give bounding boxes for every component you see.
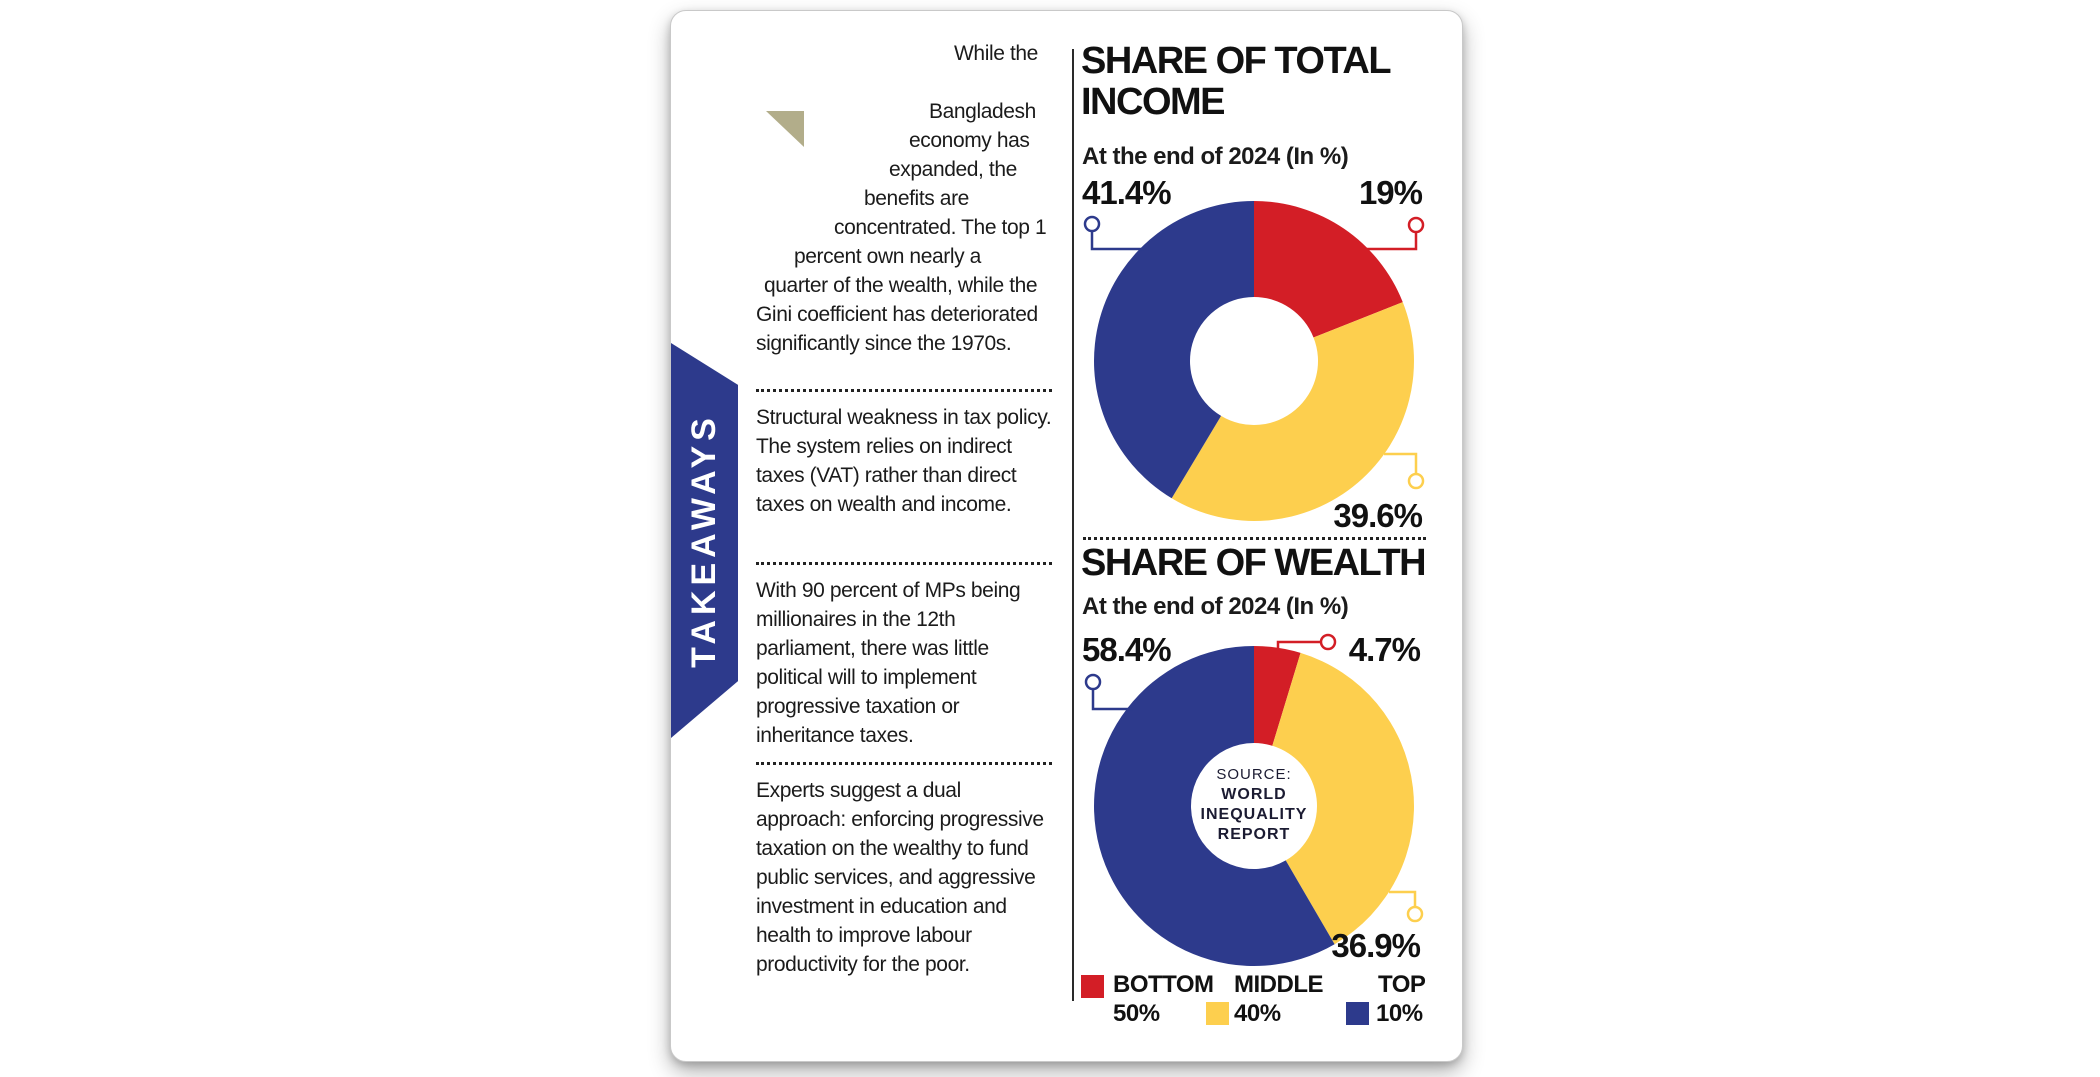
takeaway-paragraph-3: With 90 percent of MPs being millionaire…	[756, 576, 1052, 750]
takeaway-text-4: Experts suggest a dual approach: enforci…	[756, 779, 1044, 976]
takeaway-text-1: While the Bangladesh economy has expande…	[756, 42, 1047, 355]
column-divider	[1072, 49, 1074, 1001]
source-attribution: SOURCE: WORLD INEQUALITY REPORT	[1194, 765, 1314, 845]
legend-pct-top: 10%	[1376, 1000, 1423, 1027]
takeaway-paragraph-2: Structural weakness in tax policy. The s…	[756, 403, 1052, 519]
infographic-card: TAKEAWAYS While the Bangladesh economy h…	[670, 10, 1463, 1062]
wealth-chart-subtitle: At the end of 2024 (In %)	[1082, 593, 1349, 620]
income-chart-title: SHARE OF TOTAL INCOME	[1081, 40, 1391, 123]
wealth-label-bottom50: 4.7%	[1348, 631, 1421, 668]
callout-dot-wealth-top10	[1084, 673, 1102, 691]
takeaways-banner-label: TAKEAWAYS	[685, 413, 723, 668]
takeaway-paragraph-4: Experts suggest a dual approach: enforci…	[756, 776, 1052, 979]
source-line: REPORT	[1217, 826, 1291, 843]
legend-swatch-top10	[1346, 1002, 1369, 1025]
wrap-spacer	[756, 271, 764, 300]
wealth-label-top10: 58.4%	[1082, 631, 1172, 668]
callout-dot-income-middle40	[1407, 472, 1425, 490]
donut-income	[1094, 201, 1414, 521]
legend-swatch-middle40	[1206, 1002, 1229, 1025]
source-line: WORLD	[1221, 786, 1287, 803]
legend-pct-middle: 40%	[1234, 1000, 1281, 1027]
income-chart-subtitle: At the end of 2024 (In %)	[1082, 143, 1349, 170]
takeaway-text-2: Structural weakness in tax policy. The s…	[756, 406, 1052, 516]
source-prefix: SOURCE:	[1216, 766, 1292, 783]
wrap-spacer	[756, 184, 864, 213]
callout-dot-wealth-middle40	[1406, 905, 1424, 923]
wrap-spacer	[756, 155, 889, 184]
takeaways-banner: TAKEAWAYS	[671, 343, 738, 738]
legend-swatch-bottom50	[1081, 975, 1104, 998]
dotted-separator	[756, 389, 1052, 392]
wrap-spacer	[756, 97, 929, 126]
slice-share-of-total-income-top-10-	[1094, 201, 1254, 499]
callout-line-wealth-bottom50	[1276, 640, 1321, 651]
source-line: INEQUALITY	[1200, 806, 1308, 823]
wealth-label-middle40: 36.9%	[1331, 927, 1421, 964]
legend-name-middle: MIDDLE	[1234, 971, 1324, 998]
wrap-spacer	[756, 126, 909, 155]
dotted-separator	[1083, 537, 1426, 540]
legend-pct-bottom: 50%	[1113, 1000, 1160, 1027]
wealth-chart-title: SHARE OF WEALTH	[1081, 542, 1427, 584]
slice-share-of-wealth-bottom-50-	[1254, 646, 1301, 746]
wrap-spacer	[756, 213, 834, 242]
income-label-bottom50: 19%	[1358, 174, 1423, 211]
legend-name-bottom: BOTTOM	[1113, 971, 1214, 998]
callout-dot-wealth-bottom50	[1319, 633, 1337, 651]
legend-name-top: TOP	[1378, 971, 1426, 998]
takeaway-text-3: With 90 percent of MPs being millionaire…	[756, 579, 1021, 747]
dotted-separator	[756, 762, 1052, 765]
wrap-spacer	[756, 39, 954, 68]
slice-share-of-total-income-bottom-50-	[1254, 201, 1403, 338]
callout-line-income-middle40	[1384, 452, 1418, 474]
callout-dot-income-bottom50	[1407, 216, 1425, 234]
income-callouts	[1083, 215, 1425, 490]
callout-line-wealth-top10	[1091, 689, 1133, 711]
income-label-top10: 41.4%	[1082, 174, 1172, 211]
callout-line-income-top10	[1090, 231, 1144, 251]
dotted-separator	[756, 562, 1052, 565]
callout-line-income-bottom50	[1363, 232, 1418, 251]
callout-line-wealth-middle40	[1389, 890, 1417, 907]
wrap-spacer	[756, 68, 944, 97]
slice-share-of-total-income-middle-40-	[1171, 302, 1414, 521]
wrap-spacer	[756, 242, 794, 271]
income-label-middle40: 39.6%	[1333, 497, 1423, 534]
callout-dot-income-top10	[1083, 215, 1101, 233]
takeaway-paragraph-1: While the Bangladesh economy has expande…	[756, 39, 1049, 358]
